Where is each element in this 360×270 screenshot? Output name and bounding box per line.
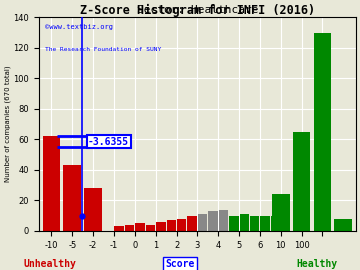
Bar (260, 216, 270, 231)
Text: Score: Score (165, 259, 195, 269)
Bar (229, 216, 239, 231)
Text: Unhealthy: Unhealthy (24, 259, 77, 269)
Text: Healthy: Healthy (296, 259, 337, 269)
Text: The Research Foundation of SUNY: The Research Foundation of SUNY (45, 47, 162, 52)
Text: -3.6355: -3.6355 (88, 137, 129, 147)
Bar (156, 222, 166, 231)
Bar (272, 194, 290, 231)
Bar (135, 223, 145, 231)
Bar (188, 216, 197, 231)
Bar (219, 210, 228, 231)
Text: ©www.textbiz.org: ©www.textbiz.org (45, 24, 113, 30)
Bar (314, 32, 331, 231)
Bar (240, 214, 249, 231)
Bar (334, 219, 352, 231)
Bar (125, 225, 134, 231)
Bar (146, 225, 155, 231)
Bar (271, 216, 280, 231)
Bar (250, 216, 260, 231)
Bar (293, 132, 310, 231)
Y-axis label: Number of companies (670 total): Number of companies (670 total) (4, 66, 11, 183)
Bar (114, 226, 124, 231)
Bar (63, 165, 81, 231)
Bar (167, 220, 176, 231)
Bar (84, 188, 102, 231)
Bar (42, 136, 60, 231)
Bar (208, 211, 218, 231)
Bar (177, 219, 186, 231)
Text: Sector: Healthcare: Sector: Healthcare (137, 5, 258, 15)
Title: Z-Score Histogram for INFI (2016): Z-Score Histogram for INFI (2016) (80, 4, 315, 17)
Bar (198, 214, 207, 231)
